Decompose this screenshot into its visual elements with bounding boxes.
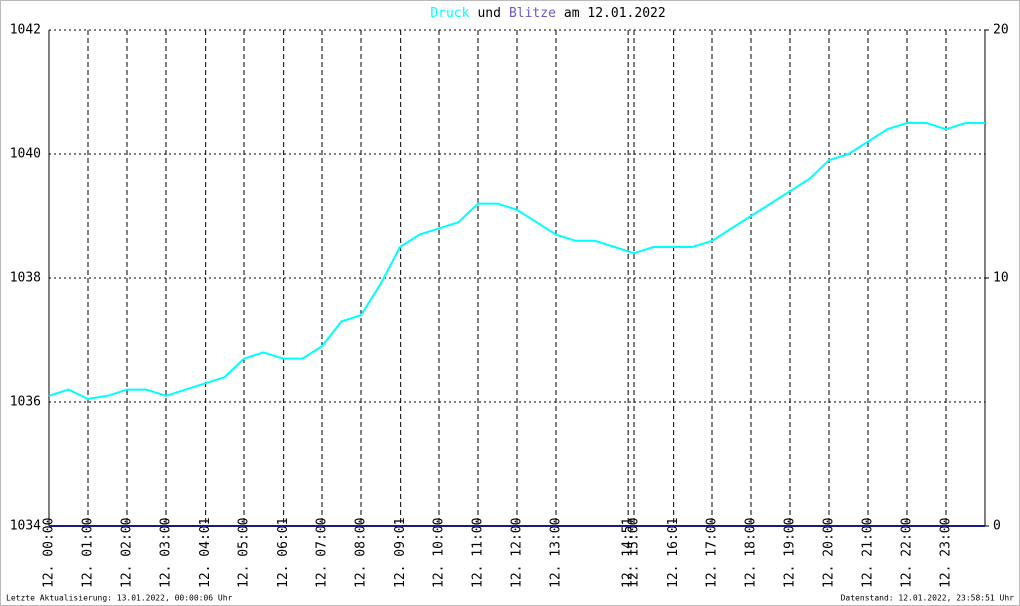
y-tick-label: 1036: [10, 395, 41, 410]
y-tick-label: 1040: [10, 147, 41, 162]
x-tick-label: 12. 10:00: [432, 518, 447, 588]
y2-tick-label: 20: [993, 23, 1009, 38]
title-series-2: Blitze: [509, 6, 556, 21]
x-tick-label: 12. 15:00: [627, 518, 642, 588]
x-tick-label: 12. 20:00: [822, 518, 837, 588]
x-tick-label: 12. 07:00: [315, 518, 330, 588]
footer-left: Letzte Aktualisierung: 13.01.2022, 00:00…: [6, 594, 233, 603]
y2-tick-label: 0: [993, 519, 1001, 534]
y-tick-label: 1034: [10, 519, 41, 534]
y-tick-label: 1042: [10, 23, 41, 38]
x-tick-label: 12. 02:00: [120, 518, 135, 588]
series-line: [48, 122, 985, 400]
x-tick-label: 12. 13:00: [549, 518, 564, 588]
x-tick-label: 12. 04:01: [198, 518, 213, 588]
x-tick-label: 12. 11:00: [471, 518, 486, 588]
x-tick-label: 12. 21:00: [861, 518, 876, 588]
title-date: am 12.01.2022: [564, 6, 666, 21]
x-tick-label: 12. 08:00: [354, 518, 369, 588]
x-tick-label: 12. 01:00: [81, 518, 96, 588]
x-tick-label: 12. 19:00: [783, 518, 798, 588]
x-tick-label: 12. 23:00: [939, 518, 954, 588]
footer-right: Datenstand: 12.01.2022, 23:58:51 Uhr: [841, 594, 1015, 603]
x-tick-label: 12. 16:01: [666, 518, 681, 588]
x-tick-label: 12. 22:00: [900, 518, 915, 588]
y-tick-label: 1038: [10, 271, 41, 286]
x-tick-label: 12. 14:51: [621, 518, 636, 588]
x-tick-label: 12. 09:01: [393, 518, 408, 588]
x-tick-label: 12. 03:00: [159, 518, 174, 588]
y2-tick-label: 10: [993, 271, 1009, 286]
chart-title: Druck und Blitze am 12.01.2022: [430, 6, 665, 21]
title-connector: und: [477, 6, 500, 21]
x-tick-label: 12. 12:00: [510, 518, 525, 588]
x-tick-label: 12. 18:00: [744, 518, 759, 588]
x-tick-label: 12. 17:00: [705, 518, 720, 588]
title-series-1: Druck: [430, 6, 469, 21]
x-tick-label: 12. 06:01: [276, 518, 291, 588]
x-tick-label: 12. 00:00: [42, 518, 57, 588]
x-tick-label: 12. 05:00: [237, 518, 252, 588]
